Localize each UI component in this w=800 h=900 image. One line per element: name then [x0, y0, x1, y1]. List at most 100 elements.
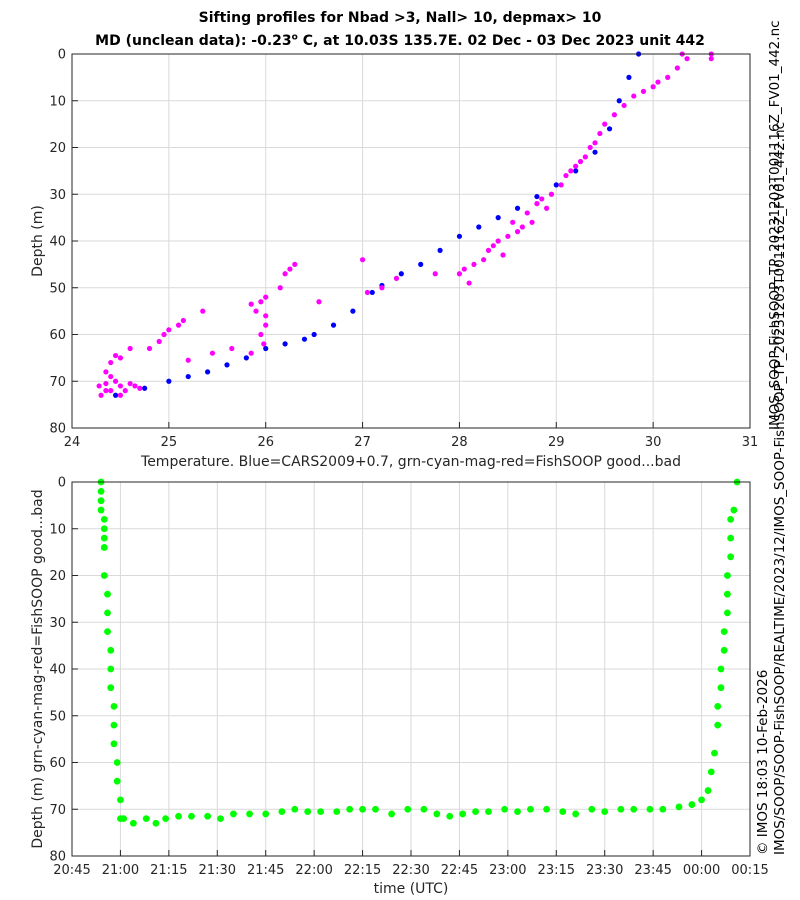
- magenta-data-point: [573, 163, 579, 169]
- magenta-data-point: [282, 271, 288, 277]
- green-data-point: [688, 801, 696, 808]
- x-tick-label: 27: [354, 435, 371, 450]
- magenta-data-point: [577, 158, 584, 165]
- green-data-point: [107, 684, 115, 692]
- magenta-data-point: [127, 345, 133, 352]
- x-tick-label: 23:15: [538, 863, 575, 878]
- green-data-point: [359, 805, 366, 813]
- bottom-ticks: 20:45 21:00 21:15 21:30 21:45 22:00 22:15 22:30…: [49, 476, 768, 879]
- magenta-data-point: [209, 350, 216, 356]
- magenta-data-point: [432, 271, 438, 277]
- magenta-data-point: [258, 299, 264, 305]
- green-data-point: [372, 805, 379, 813]
- magenta-data-point: [258, 331, 264, 338]
- magenta-data-point: [558, 182, 564, 188]
- magenta-data-point: [379, 285, 385, 291]
- green-data-point: [727, 534, 735, 542]
- x-tick-label: 21:30: [199, 863, 236, 878]
- magenta-data-point: [650, 84, 656, 90]
- blue-data-point: [112, 392, 119, 398]
- x-tick-label: 22:30: [392, 863, 429, 878]
- blue-data-point: [553, 182, 559, 188]
- bottom-grid: [71, 481, 751, 857]
- magenta-data-point: [248, 350, 254, 356]
- y-tick-label: 80: [49, 850, 66, 865]
- y-tick-label: 10: [49, 522, 66, 537]
- green-data-point: [97, 487, 105, 495]
- magenta-data-point: [103, 380, 109, 387]
- y-tick-label: 70: [49, 375, 66, 390]
- magenta-data-point: [534, 201, 540, 207]
- green-data-point: [724, 572, 731, 579]
- magenta-data-point: [161, 331, 167, 338]
- green-data-point: [485, 808, 492, 815]
- y-tick-label: 0: [58, 48, 66, 63]
- green-data-point: [246, 810, 253, 818]
- green-data-point: [714, 721, 722, 729]
- magenta-data-point: [122, 388, 128, 394]
- green-data-point: [97, 497, 105, 505]
- magenta-data-point: [587, 144, 593, 151]
- x-tick-label: 29: [548, 435, 565, 450]
- chart-title-line1: Sifting profiles for Nbad >3, Nall> 10, …: [198, 10, 602, 26]
- green-data-point: [113, 759, 121, 766]
- magenta-data-point: [461, 266, 467, 272]
- top-x-axis-label: Temperature. Blue=CARS2009+0.7, grn-cyan…: [140, 454, 681, 470]
- blue-data-point: [592, 149, 598, 155]
- blue-data-point: [166, 378, 172, 384]
- magenta-data-point: [364, 289, 371, 296]
- blue-data-point: [398, 271, 404, 277]
- magenta-data-point: [466, 280, 472, 286]
- green-data-point: [291, 805, 299, 813]
- magenta-data-point: [117, 355, 124, 361]
- x-tick-label: 00:15: [731, 863, 768, 878]
- y-tick-label: 40: [49, 663, 66, 678]
- magenta-data-point: [98, 392, 104, 398]
- magenta-data-point: [137, 385, 143, 391]
- magenta-data-point: [359, 257, 366, 263]
- magenta-data-point: [112, 352, 119, 359]
- magenta-data-point: [292, 261, 298, 267]
- green-data-point: [346, 805, 354, 813]
- green-data-point: [717, 665, 725, 673]
- blue-data-point: [142, 385, 148, 391]
- degree-superscript: o: [291, 32, 298, 43]
- y-tick-label: 40: [49, 235, 66, 250]
- magenta-data-point: [539, 196, 545, 202]
- magenta-data-point: [621, 102, 627, 109]
- magenta-data-point: [708, 56, 714, 62]
- magenta-data-point: [263, 313, 269, 319]
- green-data-point: [727, 516, 735, 523]
- y-tick-label: 70: [49, 803, 66, 818]
- magenta-data-point: [481, 257, 487, 263]
- blue-data-point: [418, 261, 424, 267]
- green-data-point: [659, 805, 667, 813]
- y-tick-label: 50: [49, 709, 66, 724]
- magenta-data-point: [180, 317, 186, 324]
- magenta-data-point: [519, 224, 525, 230]
- green-data-point: [162, 815, 170, 822]
- magenta-data-point: [108, 388, 114, 394]
- magenta-data-point: [495, 238, 501, 244]
- blue-data-point: [476, 224, 482, 230]
- magenta-data-point: [263, 322, 269, 328]
- x-tick-label: 22:45: [441, 863, 478, 878]
- green-data-point: [572, 810, 580, 818]
- magenta-data-point: [316, 299, 322, 305]
- time-depth-chart: 20:45 21:00 21:15 21:30 21:45 22:00 22:15 22:30…: [30, 476, 769, 898]
- y-tick-label: 20: [49, 569, 66, 584]
- green-data-point: [110, 721, 118, 729]
- blue-data-point: [534, 193, 540, 200]
- chart-title-line2: MD (unclean data): -0.23o C, at 10.03S 1…: [60, 33, 740, 49]
- green-data-point: [724, 590, 731, 598]
- green-data-point: [100, 544, 108, 551]
- green-data-point: [727, 553, 735, 561]
- magenta-data-point: [248, 301, 254, 307]
- green-data-point: [543, 805, 550, 813]
- green-data-point: [230, 810, 237, 818]
- magenta-data-point: [529, 219, 535, 225]
- green-data-point: [730, 506, 738, 514]
- top-ticks: 24 25 26 27 28 29 30 31 0 10 20 30 40 50 60 70 80: [49, 48, 758, 451]
- green-data-point: [420, 805, 428, 813]
- green-data-point: [317, 808, 324, 815]
